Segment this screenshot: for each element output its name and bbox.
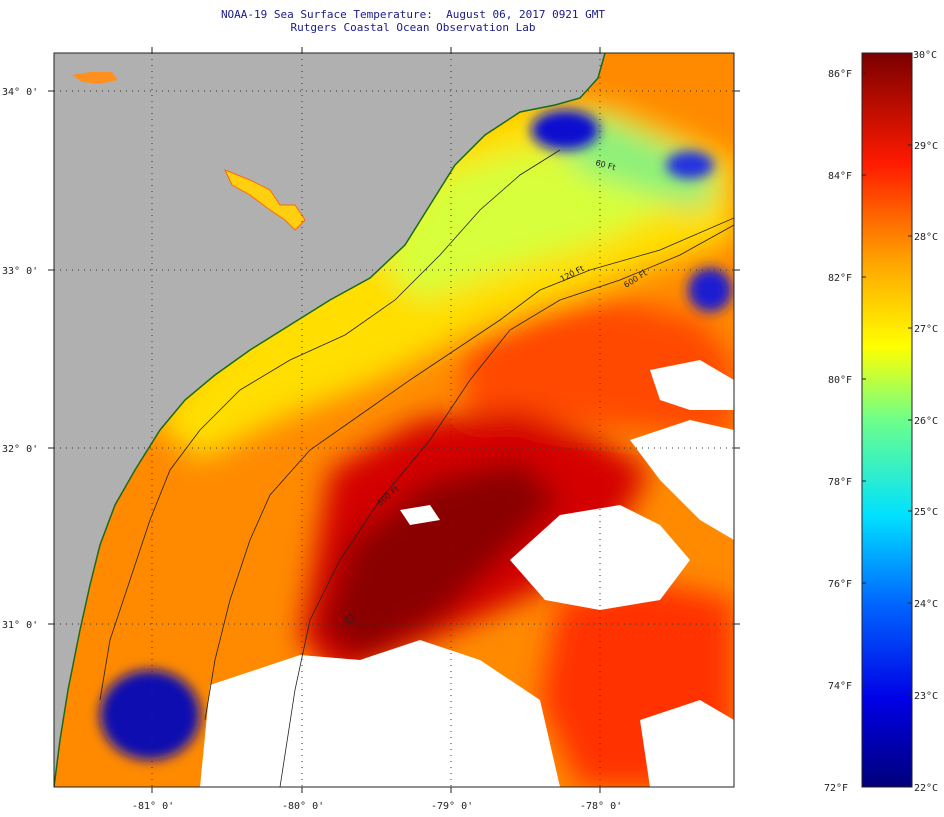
- cold-patch-e: [688, 268, 732, 312]
- f-label-80: 80°F: [828, 375, 852, 386]
- f-label-78: 78°F: [828, 477, 852, 488]
- f-label-74: 74°F: [828, 681, 852, 692]
- lake-patch-north: [72, 72, 118, 84]
- lat-label-32: 32° 0': [2, 444, 38, 455]
- c-label-30: 30°C: [913, 50, 937, 61]
- lake-patch: [224, 169, 306, 231]
- c-label-24: 24°C: [914, 599, 938, 610]
- f-label-82: 82°F: [828, 273, 852, 284]
- c-label-29: 29°C: [914, 141, 938, 152]
- hot-red-zone: [460, 300, 734, 440]
- f-label-86: 86°F: [828, 69, 852, 80]
- lon-label-81: -81° 0': [132, 801, 174, 812]
- station-marker: [345, 614, 355, 624]
- lat-label-34: 34° 0': [2, 87, 38, 98]
- lat-label-33: 33° 0': [2, 266, 38, 277]
- contour-120ft: [204, 217, 734, 721]
- c-label-25: 25°C: [914, 507, 938, 518]
- contour-60ft: [99, 149, 561, 701]
- lat-label-31: 31° 0': [2, 620, 38, 631]
- cold-patch-north: [531, 110, 599, 150]
- title-line-2: Rutgers Coastal Ocean Observation Lab: [290, 21, 536, 34]
- land-mass: [54, 53, 605, 787]
- depth-contours: [99, 149, 734, 787]
- cold-patch-sw: [100, 670, 200, 760]
- c-label-23: 23°C: [914, 691, 938, 702]
- map-image: [54, 53, 734, 787]
- coastline: [54, 53, 606, 787]
- f-label-84: 84°F: [828, 171, 852, 182]
- colorbar-gradient: [861, 52, 913, 788]
- map-frame: [53, 52, 735, 788]
- lon-label-78: -78° 0': [580, 801, 622, 812]
- frame-ticks: [48, 47, 740, 793]
- map-title: NOAA-19 Sea Surface Temperature: August …: [0, 8, 826, 34]
- title-line-1: NOAA-19 Sea Surface Temperature: August …: [220, 8, 606, 21]
- c-label-22: 22°C: [914, 783, 938, 794]
- f-label-72: 72°F: [824, 783, 848, 794]
- cool-green-zone: [380, 150, 680, 300]
- lon-label-79: -79° 0': [431, 801, 473, 812]
- hottest-core: [320, 460, 560, 660]
- c-label-27: 27°C: [914, 324, 938, 335]
- c-label-26: 26°C: [914, 416, 938, 427]
- contour-600ft: [279, 224, 734, 787]
- colorbar: 86°F 84°F 82°F 80°F 78°F 76°F 74°F 72°F …: [824, 50, 938, 794]
- c-label-28: 28°C: [914, 232, 938, 243]
- graticule: [54, 53, 734, 787]
- f-label-76: 76°F: [828, 579, 852, 590]
- cold-patch-ne: [666, 151, 714, 179]
- lon-label-80: -80° 0': [282, 801, 324, 812]
